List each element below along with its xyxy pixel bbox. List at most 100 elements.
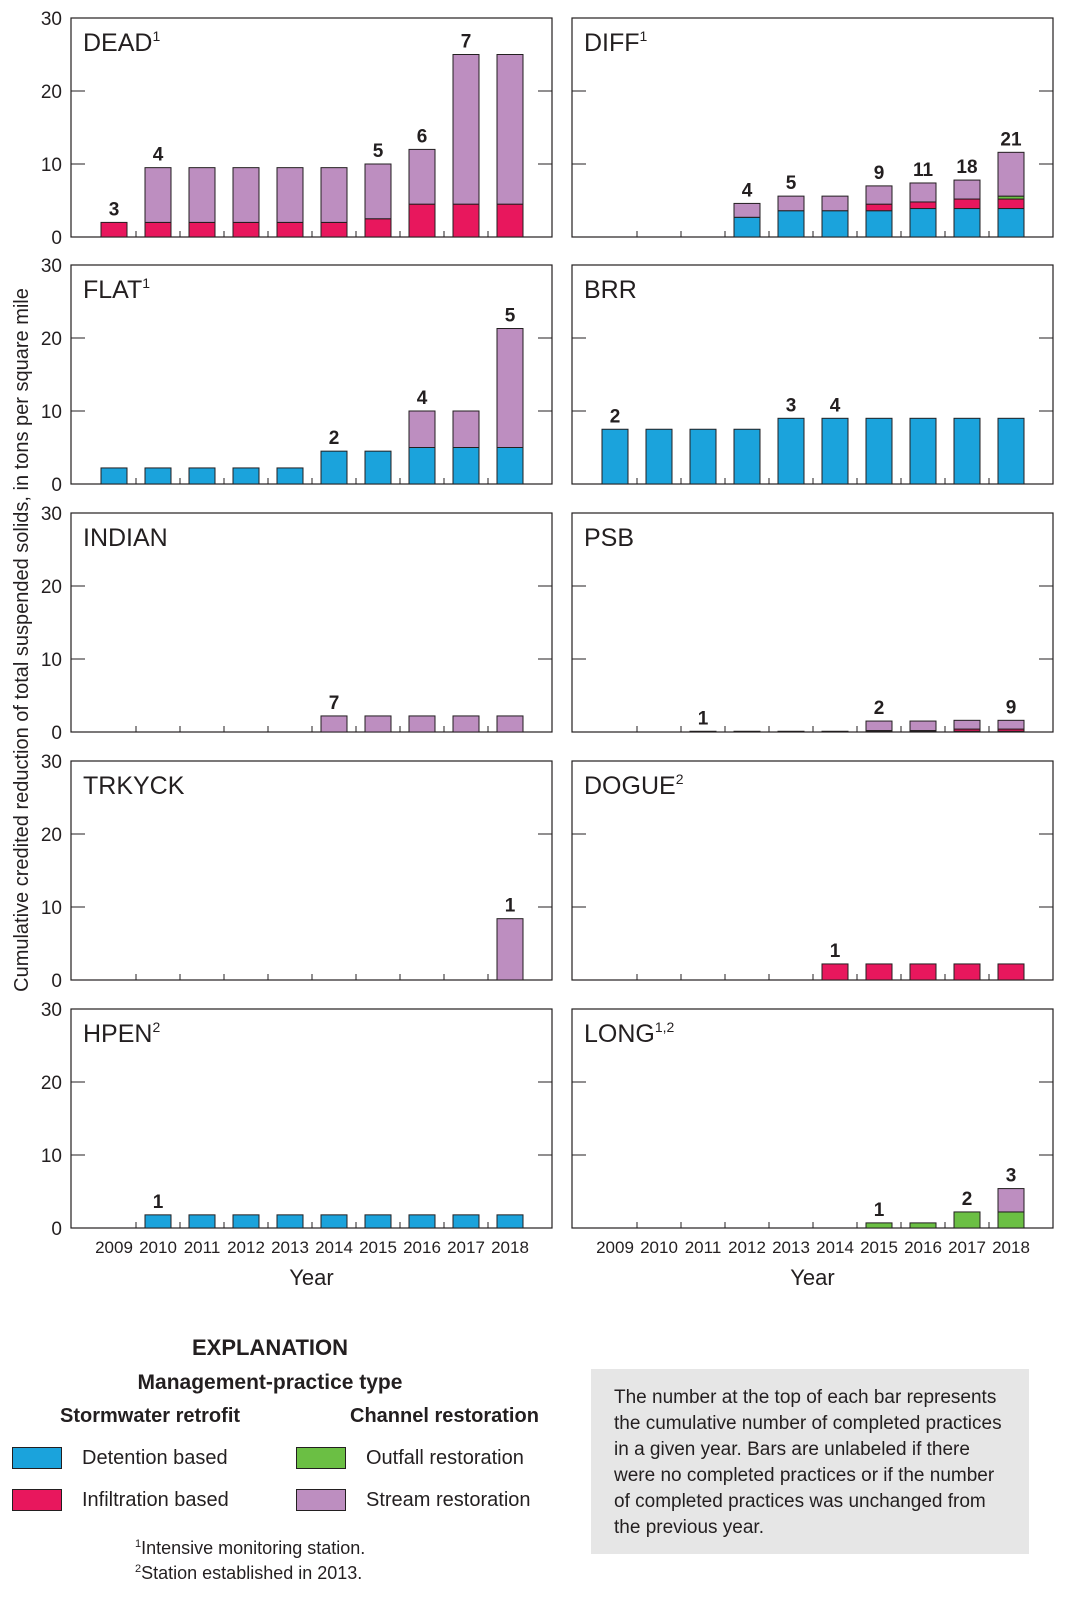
panel-title: DIFF1 [584, 28, 648, 57]
bar-segment-stream [496, 918, 524, 981]
bar-count-label: 5 [786, 173, 797, 194]
panel-title: BRR [584, 276, 637, 304]
bar-segment-detention [865, 417, 893, 485]
bar-segment-infiltration [997, 198, 1025, 210]
x-tick-label: 2016 [904, 1238, 942, 1257]
x-tick-label: 2009 [596, 1238, 634, 1257]
bar-segment-infiltration [232, 221, 260, 238]
legend-outfall-swatch [296, 1447, 346, 1469]
x-tick-label: 2015 [860, 1238, 898, 1257]
panel-title-name: BRR [584, 276, 637, 304]
panel-dead: 0 10 20 30 3 4 5 6 7 DEAD1 [41, 9, 553, 249]
panel-title: PSB [584, 524, 634, 552]
bar-segment-detention [188, 467, 216, 485]
bar-segment-stream [496, 715, 524, 733]
legend-stream-label: Stream restoration [366, 1488, 531, 1511]
bar-segment-stream [997, 719, 1025, 730]
bar-segment-infiltration [909, 201, 937, 210]
bar-segment-detention [364, 450, 392, 485]
bar-segment-infiltration [909, 963, 937, 981]
bar-segment-detention [909, 417, 937, 485]
panel-title-superscript: 1 [152, 28, 160, 44]
panel-title-superscript: 1 [640, 28, 648, 44]
panel-frame [571, 512, 1054, 733]
bar-segment-outfall [909, 1222, 937, 1229]
bar-segment-detention [733, 428, 761, 485]
note-text: The number at the top of each bar repres… [614, 1387, 1002, 1538]
bar-segment-detention [821, 210, 849, 238]
bar-segment-detention [733, 730, 761, 733]
bar-segment-infiltration [276, 221, 304, 238]
bar-segment-stream [188, 167, 216, 223]
bar-segment-detention [821, 730, 849, 733]
bar-count-label: 4 [830, 395, 841, 416]
footnote-2-mark: 2 [135, 1563, 142, 1575]
panel-indian: 0 10 20 30 7 INDIAN [41, 504, 553, 744]
x-tick-label: 2017 [948, 1238, 986, 1257]
bar-segment-detention [276, 467, 304, 485]
footnote-2: 2Station established in 2013. [135, 1563, 362, 1584]
bar-segment-stream [821, 195, 849, 212]
footnote-1: 1Intensive monitoring station. [135, 1538, 365, 1559]
bar-segment-infiltration [100, 221, 128, 238]
x-axis-label: Year [289, 1265, 333, 1290]
panel-title-name: TRKYCK [83, 772, 185, 800]
panel-title-superscript: 2 [152, 1019, 160, 1035]
bar-segment-stream [777, 195, 805, 212]
y-tick-label: 0 [51, 971, 62, 992]
bar-segment-stream [496, 328, 524, 449]
x-tick-label: 2010 [640, 1238, 678, 1257]
y-tick-label: 0 [51, 475, 62, 496]
bar-count-label: 9 [874, 163, 885, 184]
bar-segment-outfall [953, 1211, 981, 1229]
y-tick-label: 30 [41, 256, 62, 277]
bar-segment-stream [953, 179, 981, 200]
legend-outfall-label: Outfall restoration [366, 1446, 524, 1469]
bar-segment-detention [865, 210, 893, 238]
bar-segment-infiltration [997, 963, 1025, 981]
x-tick-label: 2014 [315, 1238, 353, 1257]
y-tick-label: 10 [41, 1146, 62, 1167]
x-tick-label: 2017 [447, 1238, 485, 1257]
bar-segment-detention [953, 417, 981, 485]
bar-segment-outfall [997, 1211, 1025, 1229]
bar-count-label: 2 [874, 698, 885, 719]
bar-segment-detention [100, 467, 128, 485]
panel-flat: 0 10 20 30 2 4 5 FLAT1 [41, 256, 553, 496]
panel-title-name: DEAD [83, 29, 152, 57]
panel-title: DOGUE2 [584, 771, 684, 800]
y-tick-label: 20 [41, 1073, 62, 1094]
stacked-bar-chart-grid: Cumulative credited reduction of total s… [11, 9, 1054, 1290]
bar-segment-infiltration [953, 963, 981, 981]
bar-count-label: 1 [874, 1200, 885, 1221]
bar-count-label: 1 [830, 941, 841, 962]
footnote-1-mark: 1 [135, 1538, 142, 1550]
bar-segment-detention [645, 428, 673, 485]
bar-segment-detention [777, 417, 805, 485]
legend-infiltration-swatch [12, 1489, 62, 1511]
y-tick-label: 0 [51, 723, 62, 744]
legend-infiltration-label: Infiltration based [82, 1488, 229, 1511]
x-axis-label: Year [790, 1265, 834, 1290]
bar-count-label: 4 [417, 388, 428, 409]
x-tick-label: 2009 [95, 1238, 133, 1257]
bar-segment-detention [232, 467, 260, 485]
bar-segment-infiltration [320, 221, 348, 238]
x-tick-label: 2018 [992, 1238, 1030, 1257]
x-tick-label: 2016 [403, 1238, 441, 1257]
group-channel-restoration: Channel restoration [350, 1405, 539, 1427]
bar-count-label: 2 [329, 428, 340, 449]
bar-segment-detention [496, 447, 524, 485]
bar-segment-detention [777, 210, 805, 238]
bar-segment-detention [320, 1214, 348, 1229]
y-tick-label: 0 [51, 1219, 62, 1240]
bar-segment-detention [452, 447, 480, 485]
bar-count-label: 7 [329, 693, 340, 714]
bar-segment-outfall [865, 1222, 893, 1229]
bar-count-label: 1 [153, 1192, 164, 1213]
bar-segment-infiltration [496, 203, 524, 238]
y-tick-label: 10 [41, 898, 62, 919]
panel-title-name: FLAT [83, 276, 142, 304]
panel-brr: 2 3 4 BRR [571, 264, 1054, 485]
bar-count-label: 4 [742, 180, 753, 201]
